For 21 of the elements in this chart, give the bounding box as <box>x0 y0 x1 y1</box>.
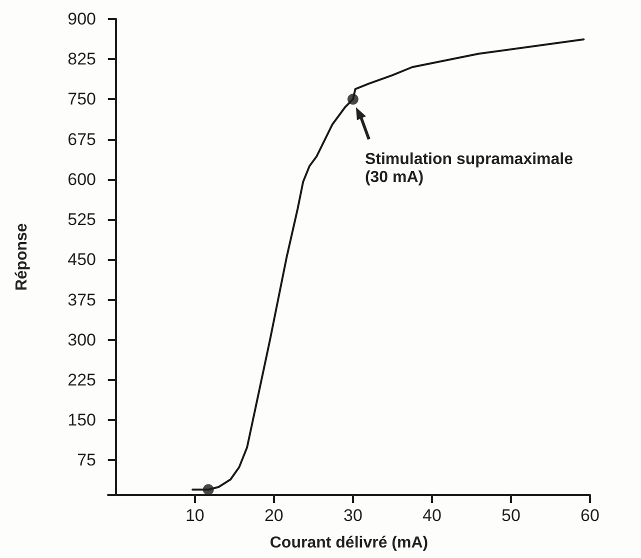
x-axis-title: Courant délivré (mA) <box>270 534 428 552</box>
y-tick-label: 75 <box>77 450 96 470</box>
y-tick-label: 300 <box>68 330 96 350</box>
y-tick-label: 450 <box>68 250 96 270</box>
y-tick-label: 825 <box>68 50 96 69</box>
x-tick-label: 30 <box>343 506 362 525</box>
y-tick-label: 225 <box>68 370 96 390</box>
y-tick-label: 750 <box>68 90 96 109</box>
y-tick-label: 525 <box>68 210 96 230</box>
y-tick-label: 600 <box>68 170 96 189</box>
x-tick-label: 40 <box>422 506 442 525</box>
y-tick-label: 375 <box>68 290 96 310</box>
x-tick-label: 20 <box>264 506 284 525</box>
y-tick-label: 675 <box>68 130 96 149</box>
x-tick-label: 10 <box>185 506 204 525</box>
y-tick-label: 150 <box>68 410 96 430</box>
y-tick-label: 900 <box>68 10 96 28</box>
y-axis-title: Réponse <box>14 223 30 291</box>
annotation: Stimulation supramaximale (30 mA) <box>364 151 573 188</box>
x-tick-label: 50 <box>502 506 520 525</box>
x-tick-label: 60 <box>580 506 600 525</box>
